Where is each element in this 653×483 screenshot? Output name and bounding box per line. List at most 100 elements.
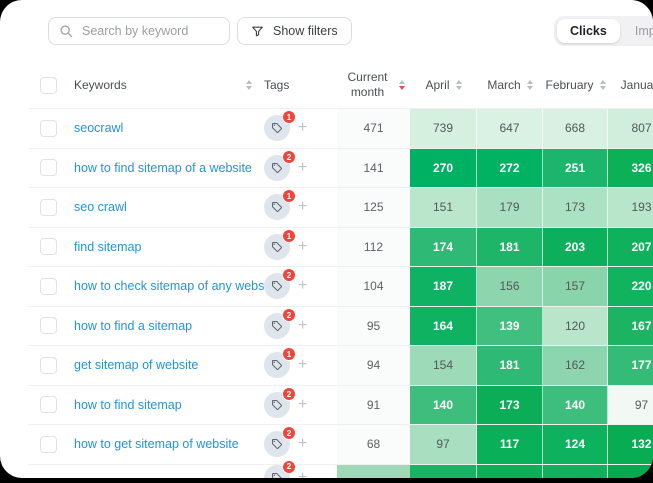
- heat-cell: [410, 464, 477, 478]
- add-tag-button[interactable]: +: [298, 395, 308, 413]
- tag-area: 2 +: [264, 459, 312, 478]
- heat-cell: 668: [543, 109, 608, 148]
- show-filters-label: Show filters: [273, 24, 338, 38]
- add-tag-button[interactable]: +: [298, 468, 308, 478]
- add-tag-button[interactable]: +: [298, 277, 308, 295]
- tag-chip[interactable]: 1: [264, 189, 296, 221]
- tag-icon: [272, 123, 282, 134]
- tag-icon: [272, 241, 282, 252]
- row-checkbox[interactable]: [40, 119, 57, 137]
- keyword-link[interactable]: how to find sitemap of a website: [74, 160, 252, 175]
- heat-cell: 251: [543, 148, 608, 187]
- add-tag-button[interactable]: +: [298, 198, 308, 216]
- keyword-link[interactable]: how to find a sitemap: [74, 318, 193, 333]
- heat-cell: 132: [608, 425, 653, 464]
- search-box: [48, 17, 230, 45]
- current-month-value: 471: [337, 109, 410, 148]
- march-header-label: March: [487, 78, 521, 92]
- search-input[interactable]: [80, 23, 219, 39]
- march-sort-icon[interactable]: [526, 80, 533, 90]
- heat-cell: 154: [410, 346, 477, 385]
- tag-chip[interactable]: 2: [264, 149, 296, 181]
- tag-chip[interactable]: 1: [264, 110, 296, 142]
- heat-cell: 124: [543, 425, 608, 464]
- table-row: find sitemap 1 + 112 174 181 203 207: [28, 226, 653, 266]
- heat-cell: 140: [543, 385, 608, 424]
- february-sort-icon[interactable]: [599, 80, 606, 90]
- tag-area: 1 +: [264, 228, 312, 260]
- month-header-february[interactable]: February: [543, 78, 608, 92]
- tag-chip[interactable]: 2: [264, 307, 296, 339]
- toggle-option-clicks[interactable]: Clicks: [557, 19, 620, 43]
- table-header-row: Keywords Tags Current month April March …: [28, 62, 653, 108]
- current-month-sort-icon[interactable]: [398, 80, 405, 90]
- tag-count-badge: 2: [282, 386, 296, 401]
- table-row: how to check sitemap of any website 2 + …: [28, 266, 653, 306]
- heat-cell: 807: [608, 109, 653, 148]
- row-checkbox[interactable]: [40, 198, 57, 216]
- heat-cell: 164: [410, 306, 477, 345]
- tag-chip[interactable]: 2: [264, 426, 296, 458]
- toggle-option-impressions[interactable]: Impressions: [634, 24, 653, 38]
- add-tag-button[interactable]: +: [298, 316, 308, 334]
- tag-area: 2 +: [264, 426, 312, 458]
- tag-count-badge: 1: [282, 189, 296, 204]
- row-checkbox[interactable]: [40, 159, 57, 177]
- tag-area: 1 +: [264, 110, 312, 142]
- month-header-march[interactable]: March: [477, 78, 543, 92]
- tag-chip[interactable]: 1: [264, 347, 296, 379]
- current-month-value: 141: [337, 148, 410, 187]
- tag-count-badge: 2: [282, 149, 296, 164]
- tag-chip[interactable]: 2: [264, 386, 296, 418]
- tag-area: 2 +: [264, 386, 312, 418]
- add-tag-button[interactable]: +: [298, 158, 308, 176]
- show-filters-button[interactable]: Show filters: [237, 17, 352, 45]
- february-header-label: February: [545, 78, 594, 92]
- keyword-link[interactable]: seocrawl: [74, 121, 124, 136]
- tag-icon: [272, 472, 282, 478]
- keyword-link[interactable]: get sitemap of website: [74, 358, 199, 373]
- table-row-partial: 2 +: [28, 459, 653, 478]
- add-tag-button[interactable]: +: [298, 119, 308, 137]
- keywords-sort-icon[interactable]: [246, 80, 252, 90]
- month-header-january[interactable]: January: [608, 78, 653, 92]
- row-checkbox[interactable]: [40, 356, 57, 374]
- row-checkbox[interactable]: [40, 238, 57, 256]
- current-month-header[interactable]: Current month: [337, 70, 410, 100]
- month-header-april[interactable]: April: [410, 78, 477, 92]
- table-row: seocrawl 1 + 471 739 647 668 807: [28, 108, 653, 148]
- tag-count-badge: 2: [282, 307, 296, 322]
- tag-count-badge: 2: [282, 426, 296, 441]
- add-tag-button[interactable]: +: [298, 435, 308, 453]
- heat-cell: 156: [477, 267, 543, 306]
- heat-cell: 179: [477, 188, 543, 227]
- search-icon: [60, 25, 73, 38]
- row-checkbox[interactable]: [40, 435, 57, 453]
- heat-cell: 120: [543, 306, 608, 345]
- tag-chip[interactable]: 2: [264, 268, 296, 300]
- row-checkbox[interactable]: [40, 396, 57, 414]
- table-row: get sitemap of website 1 + 94 154 181 16…: [28, 345, 653, 385]
- current-month-value: 94: [337, 346, 410, 385]
- april-sort-icon[interactable]: [455, 80, 462, 90]
- heat-cell: 97: [410, 425, 477, 464]
- heat-cell: 739: [410, 109, 477, 148]
- select-all-checkbox[interactable]: [40, 76, 57, 94]
- keyword-link[interactable]: how to find sitemap: [74, 397, 182, 412]
- row-checkbox[interactable]: [40, 317, 57, 335]
- april-header-label: April: [425, 78, 450, 92]
- keyword-link[interactable]: seo crawl: [74, 200, 127, 215]
- row-checkbox[interactable]: [40, 277, 57, 295]
- add-tag-button[interactable]: +: [298, 237, 308, 255]
- heat-cell: 177: [608, 346, 653, 385]
- heat-cell: 326: [608, 148, 653, 187]
- keyword-link[interactable]: how to get sitemap of website: [74, 437, 239, 452]
- keyword-link[interactable]: find sitemap: [74, 239, 142, 254]
- keyword-link[interactable]: how to check sitemap of any website: [74, 279, 264, 294]
- tag-chip[interactable]: 2: [264, 459, 296, 478]
- heat-cell: 647: [477, 109, 543, 148]
- january-header-label: January: [620, 78, 653, 92]
- add-tag-button[interactable]: +: [298, 356, 308, 374]
- tag-chip[interactable]: 1: [264, 228, 296, 260]
